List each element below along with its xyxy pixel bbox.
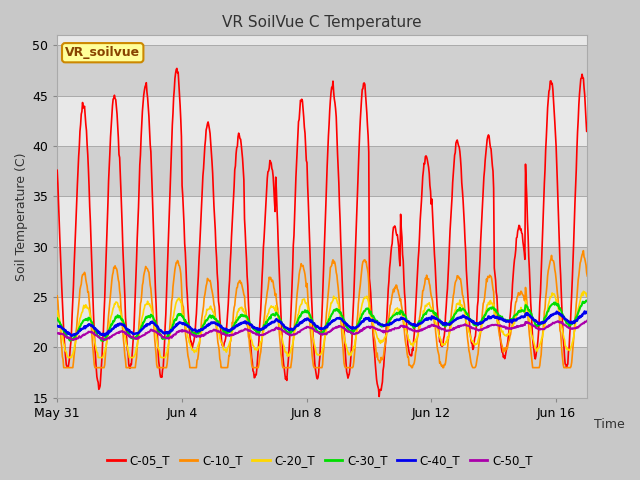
C-50_T <box>584 318 591 324</box>
C-10_T <box>161 365 169 371</box>
C-50_T <box>328 327 336 333</box>
C-30_T <box>125 332 133 337</box>
C-10_T <box>460 293 467 299</box>
C-30_T <box>460 306 467 312</box>
Bar <box>57 146 588 196</box>
C-20_T <box>580 288 588 294</box>
C-10_T <box>53 293 61 299</box>
C-10_T <box>580 248 588 253</box>
C-50_T <box>460 323 467 328</box>
C-10_T <box>328 259 336 264</box>
C-05_T <box>173 66 180 72</box>
C-30_T <box>115 314 122 320</box>
C-30_T <box>53 315 61 321</box>
Y-axis label: Soil Temperature (C): Soil Temperature (C) <box>15 152 28 281</box>
C-05_T <box>373 381 381 387</box>
C-40_T <box>161 330 169 336</box>
C-20_T <box>328 299 336 304</box>
C-50_T <box>125 334 133 340</box>
C-20_T <box>125 355 133 360</box>
C-10_T <box>125 365 133 371</box>
Title: VR SoilVue C Temperature: VR SoilVue C Temperature <box>223 15 422 30</box>
Bar <box>57 348 588 398</box>
C-10_T <box>373 350 381 356</box>
C-05_T <box>375 394 383 399</box>
C-40_T <box>53 323 61 329</box>
C-05_T <box>161 340 168 346</box>
Line: C-40_T: C-40_T <box>57 312 588 336</box>
Line: C-05_T: C-05_T <box>57 69 588 396</box>
C-50_T <box>161 335 169 340</box>
C-05_T <box>125 362 132 368</box>
C-10_T <box>584 273 591 279</box>
C-20_T <box>373 335 381 340</box>
C-20_T <box>161 355 169 360</box>
C-05_T <box>460 210 468 216</box>
C-10_T <box>60 365 68 371</box>
C-40_T <box>328 319 336 324</box>
Bar <box>57 247 588 297</box>
C-40_T <box>373 319 381 325</box>
C-40_T <box>581 309 589 314</box>
C-30_T <box>584 298 591 303</box>
C-50_T <box>53 330 61 336</box>
C-40_T <box>125 327 133 333</box>
C-30_T <box>373 318 381 324</box>
C-05_T <box>114 123 122 129</box>
C-05_T <box>53 168 61 173</box>
C-30_T <box>328 311 336 317</box>
Line: C-30_T: C-30_T <box>57 300 588 341</box>
Line: C-50_T: C-50_T <box>57 321 588 340</box>
C-20_T <box>460 307 467 313</box>
C-05_T <box>584 129 591 134</box>
C-05_T <box>328 85 336 91</box>
C-50_T <box>373 326 381 332</box>
C-50_T <box>100 337 108 343</box>
C-40_T <box>115 323 122 328</box>
Legend: C-05_T, C-10_T, C-20_T, C-30_T, C-40_T, C-50_T: C-05_T, C-10_T, C-20_T, C-30_T, C-40_T, … <box>102 449 538 472</box>
C-20_T <box>584 293 591 299</box>
C-30_T <box>100 338 108 344</box>
Text: Time: Time <box>595 419 625 432</box>
C-50_T <box>115 330 122 336</box>
C-20_T <box>65 355 72 360</box>
C-40_T <box>460 312 467 318</box>
C-40_T <box>584 309 591 314</box>
C-10_T <box>115 277 122 283</box>
C-30_T <box>161 335 169 341</box>
C-20_T <box>115 304 122 310</box>
C-40_T <box>68 333 76 338</box>
Bar <box>57 46 588 96</box>
Line: C-10_T: C-10_T <box>57 251 588 368</box>
Text: VR_soilvue: VR_soilvue <box>65 46 140 59</box>
C-20_T <box>53 308 61 314</box>
Line: C-20_T: C-20_T <box>57 291 588 358</box>
